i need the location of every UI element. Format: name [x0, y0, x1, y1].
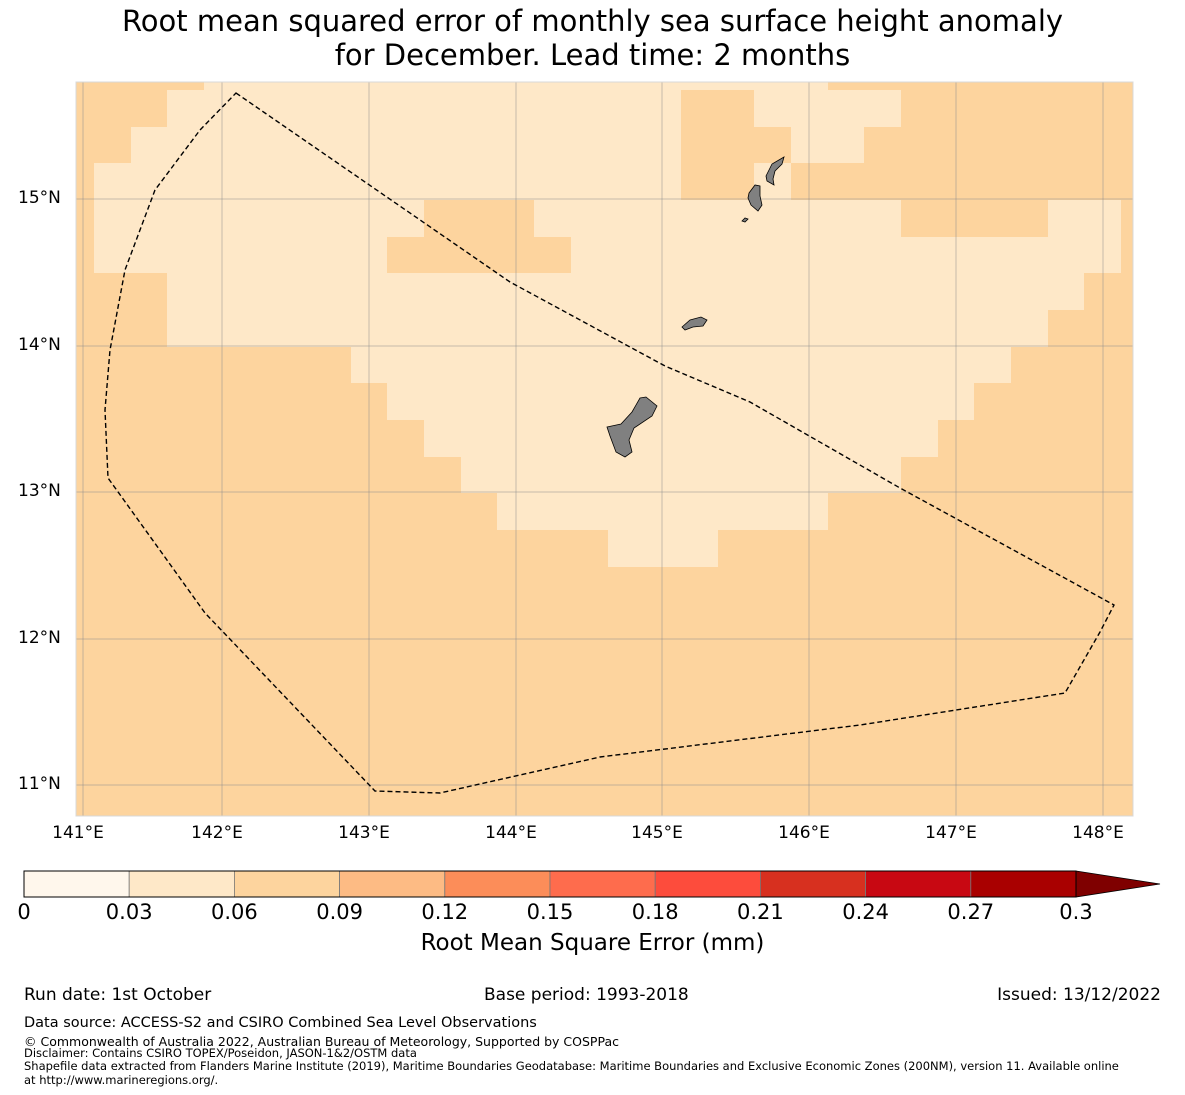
colorbar-segment — [760, 870, 867, 898]
title-line-1: Root mean squared error of monthly sea s… — [121, 4, 1064, 38]
data-source: Data source: ACCESS-S2 and CSIRO Combine… — [24, 1015, 537, 1031]
colorbar-tick-label: 0.21 — [737, 900, 784, 924]
colorbar-segment — [865, 870, 972, 898]
low-error-region — [94, 82, 1121, 567]
colorbar-tick-label: 0.18 — [631, 900, 679, 924]
island-tinian — [747, 184, 763, 212]
colorbar-tick-label: 0.24 — [842, 900, 889, 924]
issued-date: Issued: 13/12/2022 — [997, 985, 1161, 1005]
map-frame — [75, 81, 1134, 817]
colorbar-segment — [549, 870, 656, 898]
colorbar-tick-label: 0.03 — [105, 900, 153, 924]
colorbar-segment — [339, 870, 446, 898]
lon-label: 144°E — [485, 823, 537, 843]
colorbar-segment — [444, 870, 551, 898]
lat-label: 13°N — [18, 481, 61, 501]
colorbar-segment — [128, 870, 235, 898]
lon-label: 148°E — [1072, 823, 1124, 843]
colorbar-tick-label: 0.12 — [421, 900, 469, 924]
copyright: © Commonwealth of Australia 2022, Austra… — [24, 1034, 619, 1049]
map-area — [75, 81, 1134, 817]
island-guam — [606, 396, 658, 458]
colorbar-tick-label: 0.27 — [947, 900, 995, 924]
colorbar-tick-label: 0.3 — [1059, 900, 1093, 924]
lon-label: 146°E — [778, 823, 830, 843]
lon-label: 147°E — [925, 823, 977, 843]
lat-label: 15°N — [18, 188, 61, 208]
high-error-patch — [387, 200, 571, 273]
island-aguijan — [741, 217, 749, 223]
base-period: Base period: 1993-2018 — [484, 985, 689, 1005]
lat-label: 12°N — [18, 628, 61, 648]
shapefile-note-2: at http://www.marineregions.org/. — [24, 1073, 219, 1087]
colorbar-tick-label: 0 — [17, 900, 31, 924]
colorbar-label: Root Mean Square Error (mm) — [420, 930, 765, 956]
land-masses — [606, 156, 785, 458]
title-line-2: for December. Lead time: 2 months — [334, 38, 851, 72]
colorbar-tick-label: 0.15 — [526, 900, 574, 924]
lon-label: 141°E — [52, 823, 104, 843]
chart-title: Root mean squared error of monthly sea s… — [0, 4, 1185, 72]
lat-label: 14°N — [18, 335, 61, 355]
island-rota — [681, 316, 708, 331]
lon-label: 143°E — [338, 823, 390, 843]
graticule — [76, 82, 1133, 816]
colorbar-tick-label: 0.06 — [211, 900, 258, 924]
colorbar-segment — [233, 870, 340, 898]
colorbar-segment — [654, 870, 761, 898]
colorbar-extend-arrow — [1075, 870, 1161, 898]
colorbar — [23, 870, 1161, 898]
lat-label: 11°N — [18, 774, 61, 794]
disclaimer: Disclaimer: Contains CSIRO TOPEX/Poseido… — [24, 1046, 417, 1060]
lon-label: 142°E — [191, 823, 243, 843]
lon-label: 145°E — [631, 823, 683, 843]
colorbar-tick-label: 0.09 — [316, 900, 363, 924]
shapefile-note-1: Shapefile data extracted from Flanders M… — [24, 1059, 1119, 1073]
run-date: Run date: 1st October — [24, 985, 212, 1005]
island-saipan — [765, 156, 785, 186]
colorbar-segment — [23, 870, 130, 898]
eez-boundary — [104, 92, 1115, 794]
colorbar-outline — [23, 870, 1077, 898]
colorbar-segment — [970, 870, 1077, 898]
